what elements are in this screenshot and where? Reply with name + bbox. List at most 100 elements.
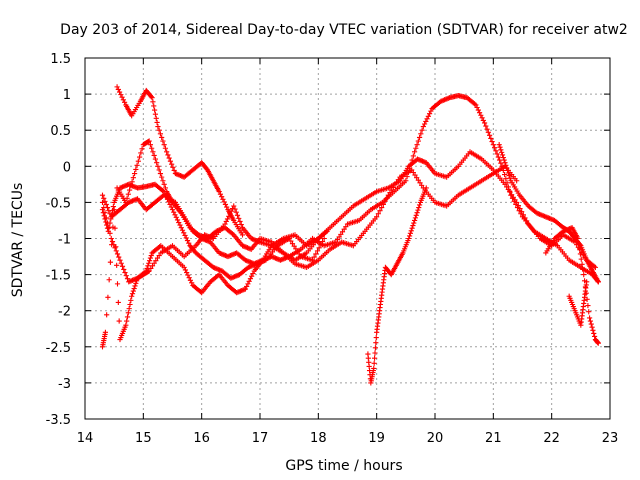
y-tick-label: -1.5 xyxy=(46,269,71,284)
data-point xyxy=(403,178,409,184)
data-point xyxy=(133,166,139,172)
data-point xyxy=(481,120,488,126)
data-point xyxy=(109,242,115,248)
data-point xyxy=(146,258,153,264)
y-tick-label: -2.5 xyxy=(46,341,71,356)
data-point xyxy=(577,251,584,257)
data-point xyxy=(416,204,422,211)
data-point xyxy=(236,215,242,221)
data-point xyxy=(102,216,108,222)
data-point xyxy=(110,203,116,210)
data-point xyxy=(524,218,530,224)
data-point xyxy=(224,216,231,222)
data-point xyxy=(416,202,423,208)
data-point xyxy=(157,131,164,137)
data-point xyxy=(239,232,246,238)
data-point xyxy=(311,254,317,260)
y-tick-label: 1 xyxy=(63,88,71,103)
data-point xyxy=(233,209,239,215)
data-point xyxy=(501,157,507,163)
data-point xyxy=(219,194,225,200)
data-point xyxy=(183,235,189,241)
x-tick-label: 14 xyxy=(77,431,94,446)
data-point xyxy=(371,360,377,366)
data-point xyxy=(122,269,128,276)
data-point xyxy=(172,212,178,218)
data-point xyxy=(149,95,155,101)
data-point xyxy=(124,314,131,320)
data-point xyxy=(160,138,166,144)
data-point xyxy=(488,135,494,142)
data-point xyxy=(238,221,244,228)
data-point xyxy=(578,256,584,262)
data-point xyxy=(220,196,226,202)
data-point xyxy=(161,181,167,187)
y-tick-label: -2 xyxy=(58,305,71,320)
x-tick-label: 16 xyxy=(193,431,210,446)
data-point xyxy=(372,350,378,356)
data-point xyxy=(178,225,184,231)
y-tick-label: -3 xyxy=(58,377,71,392)
data-point xyxy=(476,110,483,116)
data-point xyxy=(414,142,420,148)
data-point xyxy=(184,269,190,276)
data-point xyxy=(499,152,506,158)
data-point xyxy=(425,113,431,119)
data-point xyxy=(118,92,124,98)
data-point xyxy=(150,99,156,105)
data-point xyxy=(483,123,489,129)
data-point xyxy=(186,275,192,281)
data-point xyxy=(424,116,430,122)
data-point xyxy=(591,330,597,336)
data-point xyxy=(177,222,183,228)
data-point xyxy=(136,154,143,160)
data-point xyxy=(480,117,486,124)
data-point xyxy=(99,199,106,205)
data-point xyxy=(176,219,182,226)
data-point xyxy=(131,170,138,177)
x-tick-label: 20 xyxy=(427,431,444,446)
data-point xyxy=(151,107,158,113)
data-point xyxy=(250,270,256,277)
data-point xyxy=(377,208,383,214)
x-tick-label: 22 xyxy=(543,431,560,446)
data-point xyxy=(494,151,500,157)
data-point xyxy=(146,138,152,144)
data-point xyxy=(234,212,241,218)
data-point xyxy=(123,322,129,328)
series-track-4 xyxy=(99,92,601,285)
series-track-7 xyxy=(365,185,429,386)
data-point xyxy=(104,312,110,318)
data-point xyxy=(101,195,107,201)
x-tick-label: 19 xyxy=(368,431,385,446)
data-point xyxy=(121,266,127,273)
data-point xyxy=(237,218,243,225)
data-point xyxy=(145,263,151,269)
data-point xyxy=(592,264,599,270)
data-point xyxy=(187,277,194,283)
data-point xyxy=(107,230,113,236)
data-point xyxy=(128,297,134,303)
data-point xyxy=(115,299,121,306)
data-point xyxy=(151,152,157,159)
data-point xyxy=(153,115,159,121)
x-tick-label: 18 xyxy=(310,431,327,446)
data-point xyxy=(587,318,594,324)
data-point xyxy=(375,211,381,217)
y-tick-label: -3.5 xyxy=(46,413,71,428)
data-point xyxy=(160,178,166,184)
data-point xyxy=(182,232,188,239)
data-point xyxy=(115,86,121,93)
data-point xyxy=(171,209,177,215)
data-point xyxy=(135,158,141,164)
data-point xyxy=(159,174,165,180)
data-point xyxy=(586,315,593,321)
data-point xyxy=(498,147,504,153)
data-point xyxy=(514,178,520,184)
data-point xyxy=(585,302,591,309)
data-point xyxy=(104,220,111,226)
data-point xyxy=(410,153,416,159)
data-point xyxy=(116,318,122,324)
data-point xyxy=(475,107,481,113)
